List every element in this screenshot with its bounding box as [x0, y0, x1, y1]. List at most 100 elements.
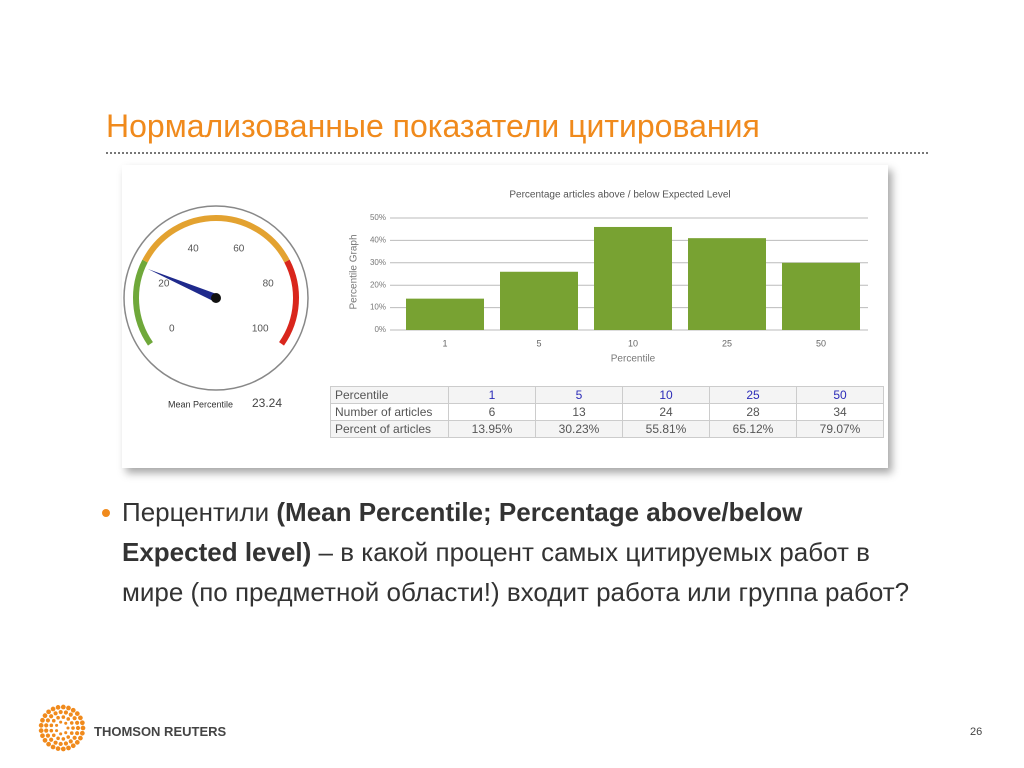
bullet-text: Перцентили — [122, 497, 277, 527]
logo-dot — [51, 718, 56, 723]
y-tick-label: 30% — [370, 258, 386, 267]
logo-dot — [72, 716, 77, 721]
title-rule — [106, 152, 928, 154]
logo-dot — [70, 707, 76, 713]
table-cell: Number of articles — [330, 403, 449, 421]
logo-dot — [59, 720, 63, 724]
x-tick-label: 50 — [816, 338, 826, 348]
logo-dot — [50, 744, 56, 750]
gauge-frame — [123, 205, 309, 391]
bar — [782, 262, 860, 330]
logo-dot — [69, 721, 74, 725]
logo-dot — [61, 715, 66, 719]
logo-dot — [80, 725, 86, 731]
gauge-tick-label: 60 — [233, 244, 245, 255]
bullet-text: – в какой процент самых цитируемых работ… — [122, 537, 910, 607]
logo-dot — [53, 711, 58, 716]
gauge-tick-label: 80 — [263, 279, 275, 290]
table-cell: Percentile — [330, 386, 449, 404]
logo-dot — [70, 743, 76, 749]
table-cell: 6 — [448, 403, 536, 421]
logo-dot — [45, 733, 51, 738]
table-cell: 28 — [709, 403, 797, 421]
table-cell: 50 — [796, 386, 884, 404]
gauge-tick-label: 40 — [188, 244, 200, 255]
table-cell: 13.95% — [448, 420, 536, 438]
logo-dot — [50, 706, 56, 712]
logo-dot — [66, 726, 70, 730]
logo-dot — [74, 740, 80, 745]
logo-dot — [40, 717, 45, 723]
table-cell: 5 — [535, 386, 623, 404]
y-tick-label: 10% — [370, 303, 386, 312]
brand: THOMSON REUTERS — [94, 724, 227, 739]
table-row: Number of articles 6 13 24 28 34 — [330, 403, 884, 421]
bar — [406, 298, 484, 330]
logo-dot — [51, 733, 56, 738]
bar — [594, 226, 672, 330]
slide-title: Нормализованные показатели цитирования — [106, 108, 760, 144]
gauge-label: Mean Percentile — [168, 399, 233, 409]
logo-dot — [69, 731, 74, 735]
logo-dot — [75, 731, 80, 736]
logo-dot — [68, 739, 73, 744]
page-number: 26 — [970, 726, 983, 738]
logo-dot — [49, 714, 54, 719]
logo-dot — [72, 735, 77, 740]
table-cell: 79.07% — [796, 420, 884, 438]
logo-dot — [63, 741, 69, 746]
logo-dot — [38, 723, 44, 728]
x-tick-label: 1 — [442, 338, 447, 348]
logo-dot — [59, 732, 63, 736]
logo-dot — [78, 715, 83, 721]
table-cell: 34 — [796, 403, 884, 421]
logo-dot — [55, 723, 59, 727]
table-cell: 24 — [622, 403, 710, 421]
table-cell: 1 — [448, 386, 536, 404]
logo-dot — [44, 723, 49, 728]
gauge-hub — [211, 293, 221, 303]
data-table: Percentile 1 5 10 25 50 Number of articles 6 13 2… — [330, 386, 884, 438]
logo-dot — [74, 711, 80, 716]
gauge-band — [133, 259, 153, 346]
logo-dot — [49, 728, 54, 733]
logo-dot — [66, 735, 71, 739]
x-tick-label: 10 — [628, 338, 638, 348]
bullet: Перцентили (Mean Percentile; Percentage … — [102, 492, 922, 612]
table-cell: 13 — [535, 403, 623, 421]
logo-dot — [49, 723, 54, 728]
gauge-tick-label: 0 — [169, 324, 175, 335]
gauge-value: 23.24 — [252, 396, 282, 410]
bar — [500, 271, 578, 330]
logo-dot — [42, 737, 48, 743]
table-cell: 30.23% — [535, 420, 623, 438]
bullet-bold: (Mean Percentile; Percentage above/below… — [122, 497, 803, 567]
y-tick-label: 20% — [370, 280, 386, 289]
logo-dot — [38, 728, 44, 733]
logo-dot — [46, 709, 51, 715]
logo-dot — [56, 736, 60, 741]
logo-dot — [60, 746, 66, 752]
logo — [38, 704, 86, 752]
x-tick-label: 25 — [722, 338, 732, 348]
gauge-band — [279, 259, 299, 346]
logo-dot — [44, 728, 49, 733]
logo-dot — [58, 741, 63, 747]
logo-dot — [79, 730, 85, 736]
logo-dot — [60, 704, 66, 710]
logo-dot — [64, 731, 68, 735]
table-cell: 55.81% — [622, 420, 710, 438]
logo-dot — [46, 741, 51, 747]
table-row: Percent of articles 13.95% 30.23% 55.81% 65.… — [330, 420, 884, 438]
logo-dot — [75, 725, 81, 731]
y-tick-label: 0% — [374, 325, 386, 334]
gauge-needle — [147, 268, 218, 302]
chart-title: Percentage articles above / below Expect… — [509, 190, 730, 201]
gauge-tick-label: 100 — [252, 324, 269, 335]
logo-dot — [49, 737, 54, 742]
table-cell: 25 — [709, 386, 797, 404]
logo-dot — [63, 710, 69, 715]
logo-dot — [75, 720, 80, 725]
